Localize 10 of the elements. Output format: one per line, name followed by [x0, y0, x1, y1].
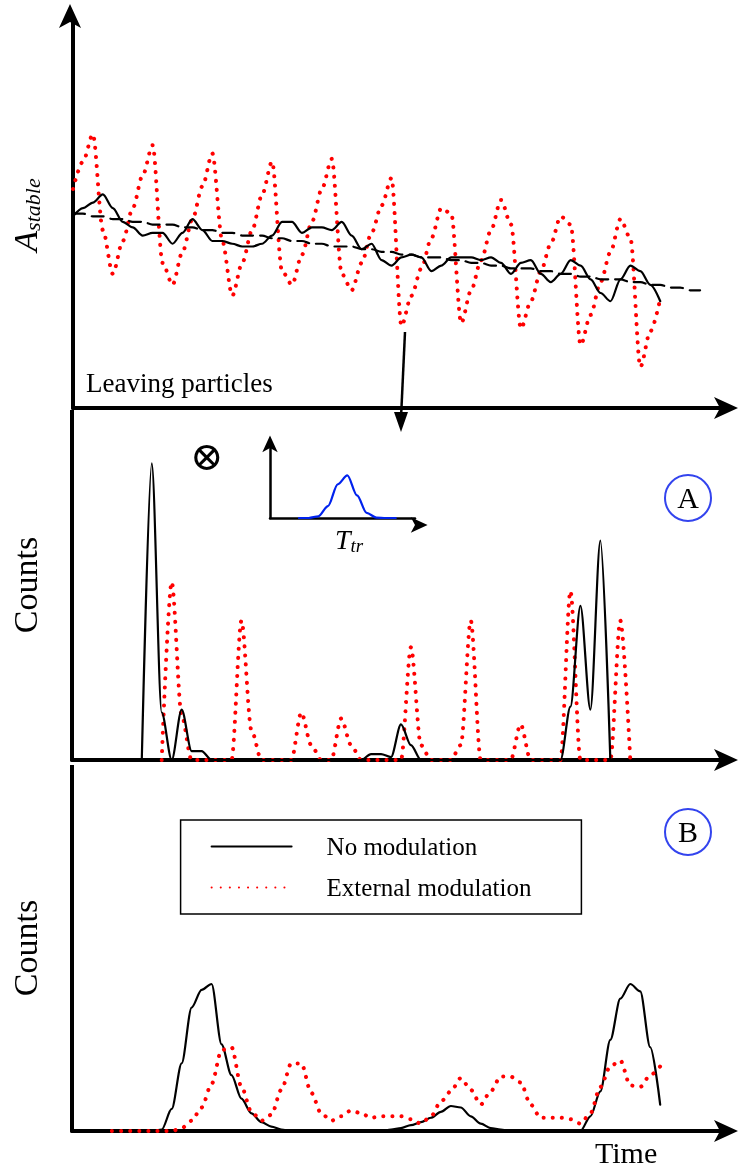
legend-label: External modulation [326, 874, 532, 901]
annotation: Leaving particles [86, 368, 273, 398]
x-axis-title: Time [595, 1135, 658, 1169]
y-axis-title: Counts [6, 899, 44, 997]
text: B [664, 808, 712, 856]
annotation: ⊗ [190, 434, 224, 479]
legend-label: No modulation [326, 833, 478, 860]
annotation: A [664, 474, 712, 522]
y-axis-title: Counts [6, 536, 44, 634]
y-axis-title: Astable [6, 178, 45, 254]
